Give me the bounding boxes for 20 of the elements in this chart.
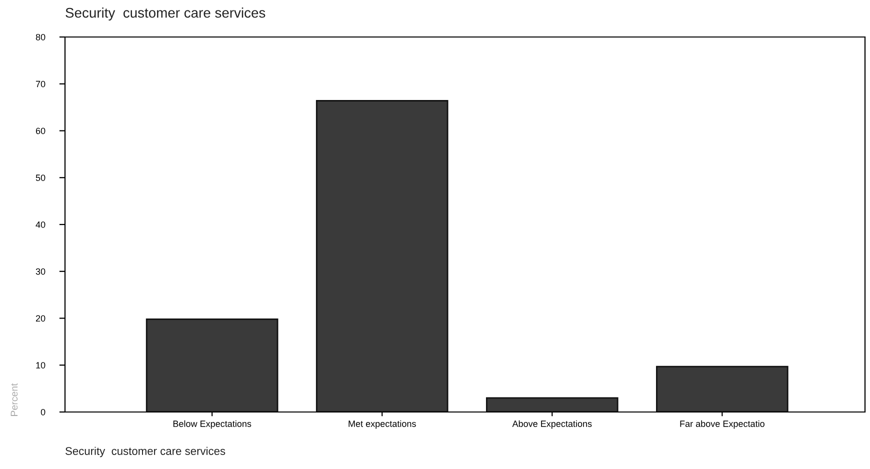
y-tick-label: 0: [40, 408, 46, 416]
chart-title: Security customer care services: [66, 8, 266, 20]
y-tick-label: 60: [36, 128, 46, 134]
x-tick-label: Met expectations: [348, 420, 416, 429]
x-tick-label: Below Expectations: [173, 420, 252, 429]
y-tick-label: 50: [36, 174, 46, 181]
bar: [146, 318, 278, 412]
bar: [486, 397, 618, 412]
y-axis-title: Percent: [10, 383, 18, 416]
y-tick-label: 80: [36, 34, 46, 40]
y-tick-label: 20: [36, 315, 46, 322]
y-tick-label: 10: [36, 362, 46, 368]
bar: [316, 100, 448, 412]
y-tick-label: 30: [36, 268, 46, 275]
y-tick-label: 70: [36, 80, 46, 88]
bar: [656, 366, 788, 412]
text: Security customer care services: [66, 446, 226, 458]
x-tick-label: Far above Expectatio: [680, 420, 764, 429]
x-tick-label: Above Expectations: [512, 420, 592, 429]
y-tick-label: 40: [36, 221, 46, 228]
